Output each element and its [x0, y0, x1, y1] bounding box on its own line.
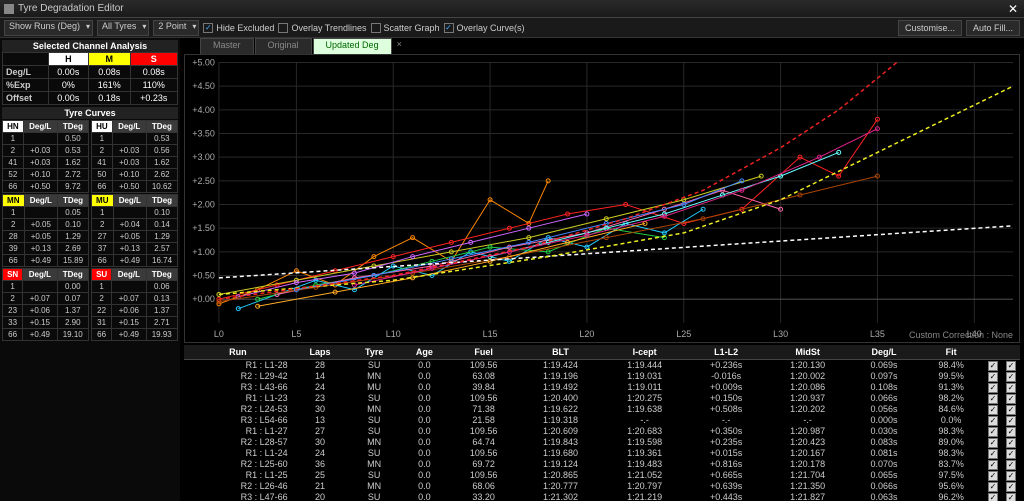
svg-text:+0.50: +0.50 [192, 270, 215, 280]
fit-mode-combo[interactable]: 2 Point [153, 20, 199, 36]
svg-text:L15: L15 [483, 328, 498, 338]
row-check-icon[interactable]: ✓ [988, 471, 998, 481]
svg-text:L5: L5 [291, 328, 301, 338]
overlay-curves-checkbox[interactable]: ✓Overlay Curve(s) [444, 23, 525, 33]
titlebar: Tyre Degradation Editor ✕ [0, 0, 1024, 18]
svg-text:+2.00: +2.00 [192, 199, 215, 209]
table-row[interactable]: R2 : L24-5330MN0.071.381:19.6221:19.638+… [184, 404, 1020, 415]
row-check-icon[interactable]: ✓ [988, 416, 998, 426]
results-table-wrap: RunLapsTyreAgeFuelBLTI-ceptL1-L2MidStDeg… [184, 345, 1020, 501]
svg-text:+3.50: +3.50 [192, 128, 215, 138]
tyres-combo[interactable]: All Tyres [97, 20, 149, 36]
row-check-icon[interactable]: ✓ [1006, 438, 1016, 448]
svg-text:L25: L25 [676, 328, 691, 338]
svg-text:L30: L30 [773, 328, 788, 338]
hide-excluded-checkbox[interactable]: ✓Hide Excluded [203, 23, 274, 33]
row-check-icon[interactable]: ✓ [1006, 416, 1016, 426]
row-check-icon[interactable]: ✓ [988, 482, 998, 492]
table-row[interactable]: R1 : L1-2727SU0.0109.561:20.6091:20.683+… [184, 426, 1020, 437]
chart-area[interactable]: L0L5L10L15L20L25L30L35L40+0.00+0.50+1.00… [184, 54, 1020, 343]
table-row[interactable]: R2 : L28-5730MN0.064.741:19.8431:19.598+… [184, 437, 1020, 448]
svg-text:L10: L10 [386, 328, 401, 338]
tyre-curves-header: Tyre Curves [2, 107, 178, 119]
svg-text:L35: L35 [870, 328, 885, 338]
svg-text:+4.00: +4.00 [192, 104, 215, 114]
degradation-chart: L0L5L10L15L20L25L30L35L40+0.00+0.50+1.00… [185, 55, 1019, 342]
sca-header: Selected Channel Analysis [2, 40, 178, 52]
row-check-icon[interactable]: ✓ [1006, 361, 1016, 371]
table-row[interactable]: R1 : L1-2323SU0.0109.561:20.4001:20.275+… [184, 393, 1020, 404]
show-runs-combo[interactable]: Show Runs (Deg) [4, 20, 93, 36]
row-check-icon[interactable]: ✓ [988, 372, 998, 382]
svg-text:+2.50: +2.50 [192, 175, 215, 185]
tab-original[interactable]: Original [255, 38, 312, 54]
window-title: Tyre Degradation Editor [18, 3, 1006, 14]
row-check-icon[interactable]: ✓ [1006, 460, 1016, 470]
tab-close-icon[interactable]: × [393, 38, 406, 54]
table-row[interactable]: R1 : L1-2828SU0.0109.561:19.4241:19.444+… [184, 359, 1020, 371]
svg-text:+0.00: +0.00 [192, 294, 215, 304]
row-check-icon[interactable]: ✓ [1006, 449, 1016, 459]
svg-text:+3.00: +3.00 [192, 152, 215, 162]
row-check-icon[interactable]: ✓ [1006, 394, 1016, 404]
row-check-icon[interactable]: ✓ [1006, 372, 1016, 382]
chart-tabs: Master Original Updated Deg × [180, 38, 1024, 54]
row-check-icon[interactable]: ✓ [988, 383, 998, 393]
table-row[interactable]: R1 : L1-2525SU0.0109.561:20.8651:21.052+… [184, 470, 1020, 481]
table-row[interactable]: R3 : L43-6624MU0.039.841:19.4921:19.011+… [184, 382, 1020, 393]
row-check-icon[interactable]: ✓ [1006, 493, 1016, 501]
table-row[interactable]: R3 : L54-6613SU0.021.581:19.318-.--.--.-… [184, 415, 1020, 426]
right-panel: Master Original Updated Deg × L0 L5 L10 L15… [180, 38, 1024, 501]
row-check-icon[interactable]: ✓ [1006, 482, 1016, 492]
table-row[interactable]: R2 : L25-6036MN0.069.721:19.1241:19.483+… [184, 459, 1020, 470]
row-check-icon[interactable]: ✓ [1006, 383, 1016, 393]
table-row[interactable]: R2 : L26-4621MN0.068.061:20.7771:20.797+… [184, 481, 1020, 492]
row-check-icon[interactable]: ✓ [988, 405, 998, 415]
table-row[interactable]: R2 : L29-4214MN0.063.081:19.1961:19.031-… [184, 371, 1020, 382]
svg-text:L0: L0 [214, 328, 224, 338]
auto-fill-button[interactable]: Auto Fill... [966, 20, 1020, 36]
table-row[interactable]: R3 : L47-6620SU0.033.201:21.3021:21.219+… [184, 492, 1020, 501]
svg-text:L20: L20 [579, 328, 594, 338]
left-panel: Selected Channel Analysis HMSDeg/L0.00s0… [0, 38, 180, 501]
row-check-icon[interactable]: ✓ [1006, 405, 1016, 415]
svg-text:+5.00: +5.00 [192, 57, 215, 67]
row-check-icon[interactable]: ✓ [988, 438, 998, 448]
sca-table: HMSDeg/L0.00s0.08s0.08s%Exp0%161%110%Off… [2, 52, 178, 105]
scatter-graph-checkbox[interactable]: Scatter Graph [371, 23, 440, 33]
tab-master[interactable]: Master [200, 38, 254, 54]
row-check-icon[interactable]: ✓ [988, 493, 998, 501]
svg-text:+1.00: +1.00 [192, 246, 215, 256]
row-check-icon[interactable]: ✓ [1006, 471, 1016, 481]
table-row[interactable]: R1 : L1-2424SU0.0109.561:19.6801:19.361+… [184, 448, 1020, 459]
row-check-icon[interactable]: ✓ [988, 427, 998, 437]
svg-text:+4.50: +4.50 [192, 81, 215, 91]
row-check-icon[interactable]: ✓ [988, 394, 998, 404]
tab-updated-deg[interactable]: Updated Deg [313, 38, 392, 54]
row-check-icon[interactable]: ✓ [1006, 427, 1016, 437]
app-icon [4, 4, 14, 14]
results-table: RunLapsTyreAgeFuelBLTI-ceptL1-L2MidStDeg… [184, 345, 1020, 501]
close-icon[interactable]: ✕ [1006, 2, 1020, 16]
customise-button[interactable]: Customise... [898, 20, 962, 36]
row-check-icon[interactable]: ✓ [988, 460, 998, 470]
toolbar: Show Runs (Deg) All Tyres 2 Point ✓Hide … [0, 18, 1024, 38]
svg-text:+1.50: +1.50 [192, 223, 215, 233]
overlay-trendlines-checkbox[interactable]: Overlay Trendlines [278, 23, 366, 33]
row-check-icon[interactable]: ✓ [988, 449, 998, 459]
row-check-icon[interactable]: ✓ [988, 361, 998, 371]
custom-correction-label: Custom Correction : None [909, 330, 1013, 340]
